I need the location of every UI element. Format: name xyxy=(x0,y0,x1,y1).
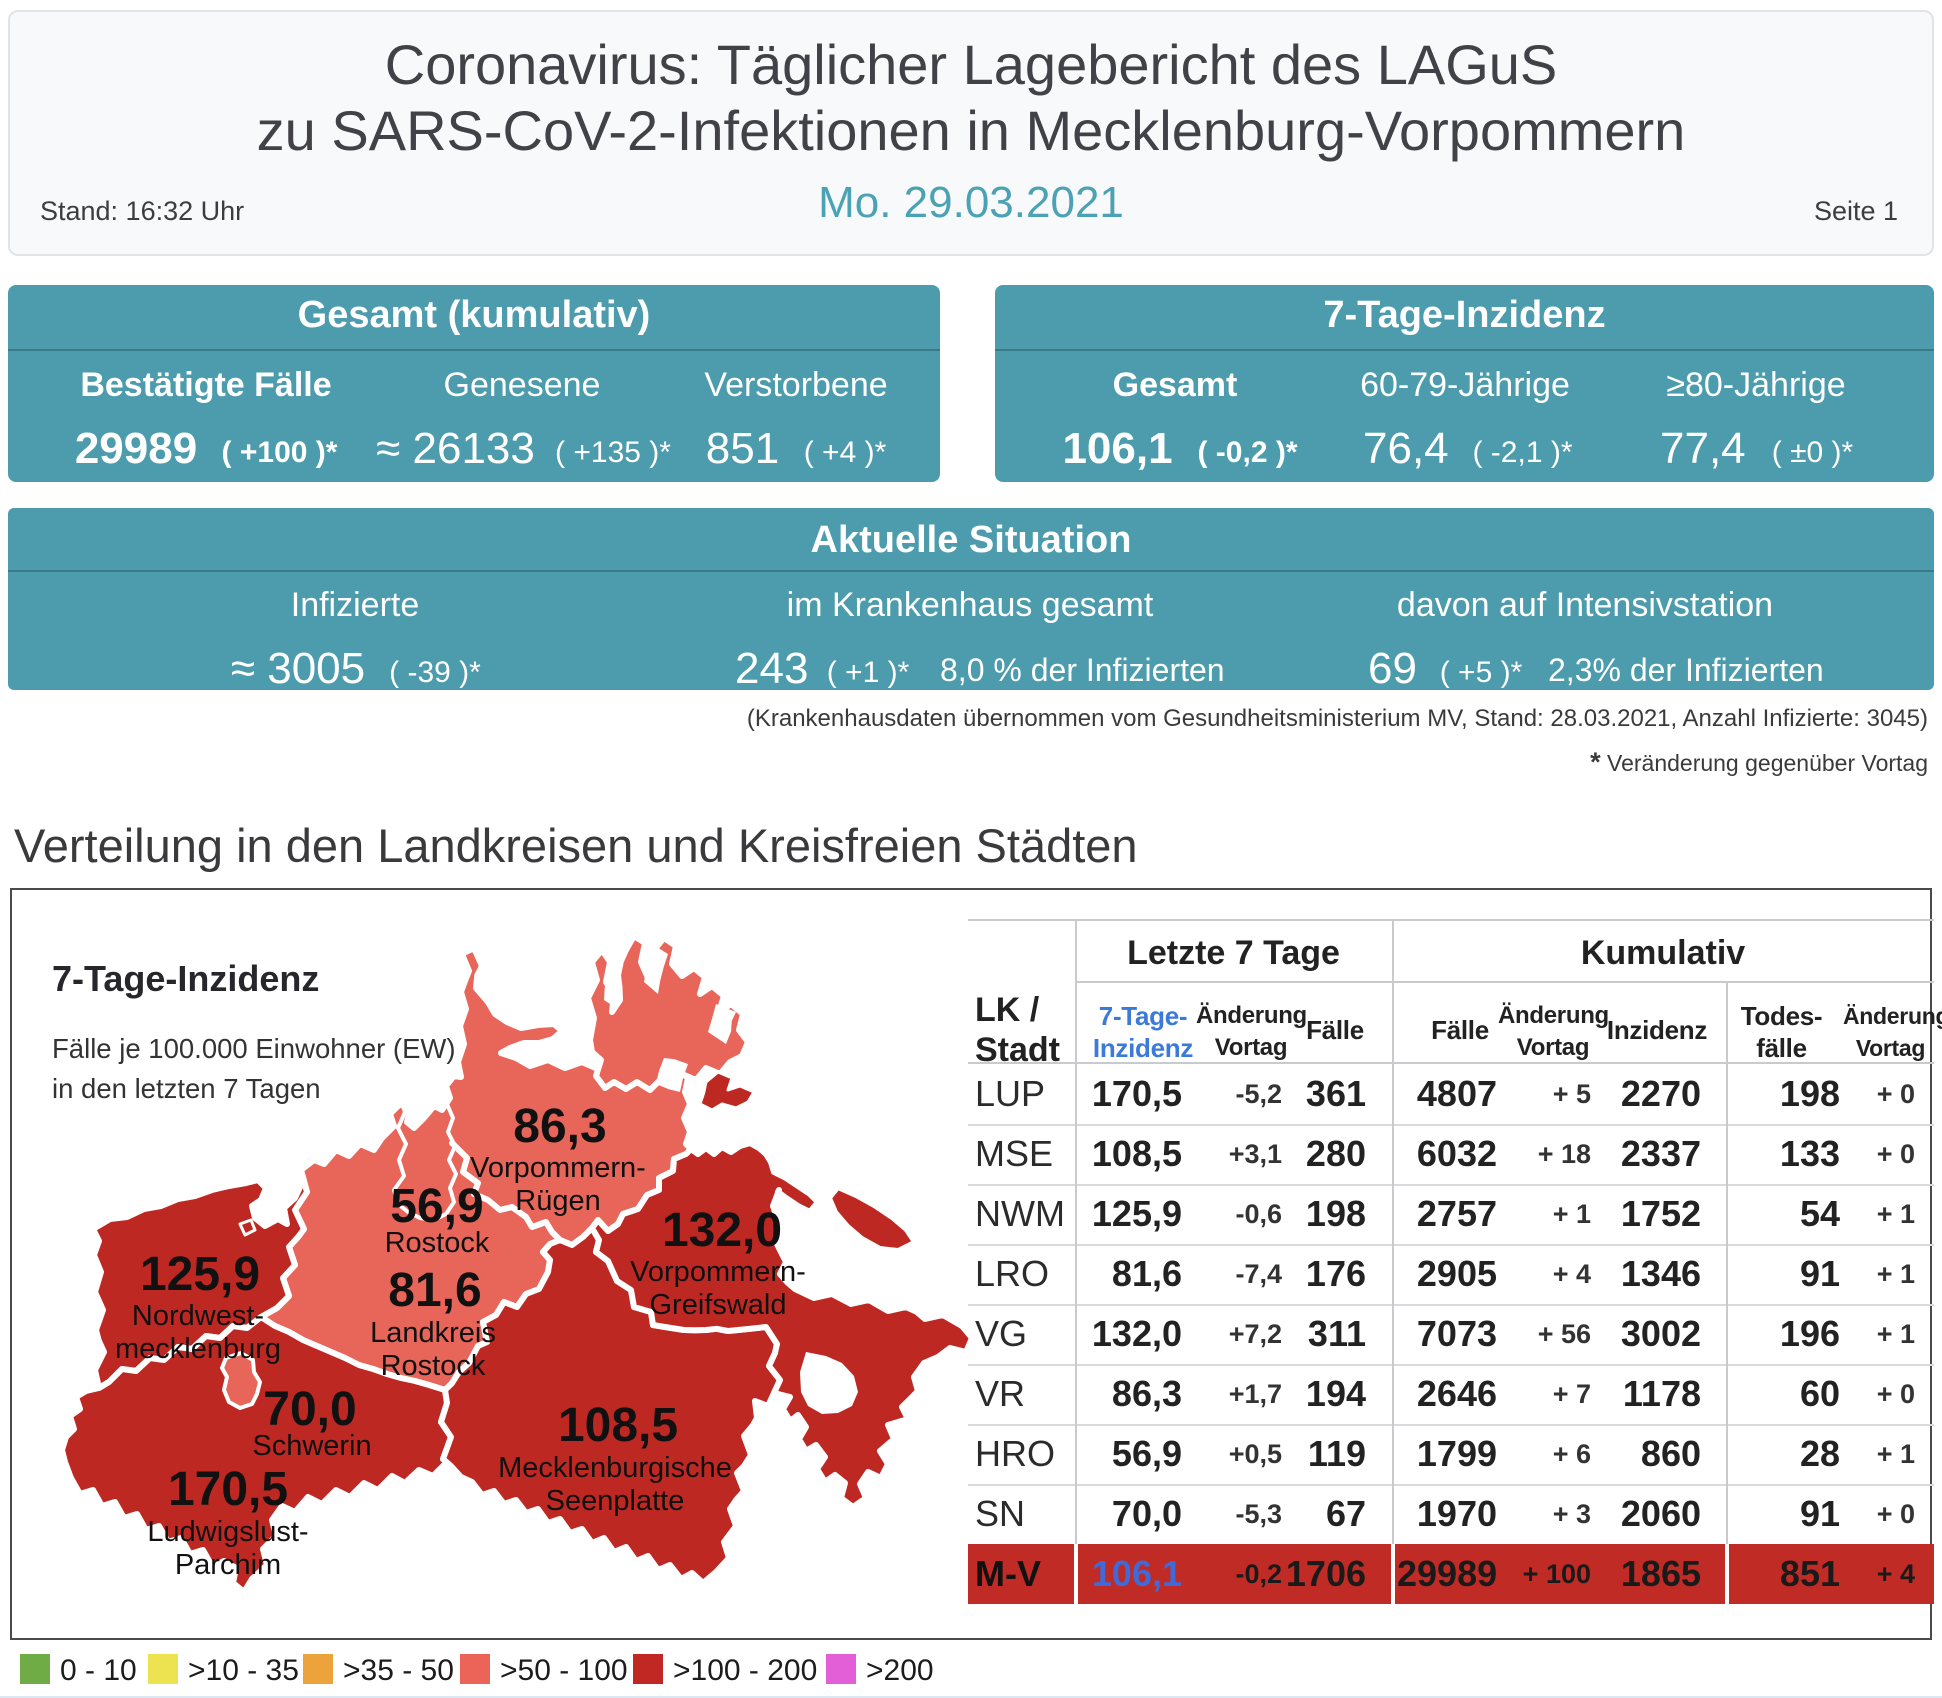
svg-text:Vorpommern-: Vorpommern- xyxy=(470,1152,646,1184)
svg-text:Landkreis: Landkreis xyxy=(370,1317,496,1349)
svg-text:Schwerin: Schwerin xyxy=(252,1430,371,1462)
svg-text:132,0: 132,0 xyxy=(662,1204,782,1257)
svg-text:Nordwest-: Nordwest- xyxy=(132,1300,264,1332)
svg-text:Vorpommern-: Vorpommern- xyxy=(630,1256,806,1288)
svg-text:86,3: 86,3 xyxy=(513,1100,606,1153)
svg-text:70,0: 70,0 xyxy=(263,1383,356,1436)
svg-text:170,5: 170,5 xyxy=(168,1463,288,1516)
svg-text:56,9: 56,9 xyxy=(390,1180,483,1233)
svg-text:Rostock: Rostock xyxy=(381,1350,486,1382)
svg-text:125,9: 125,9 xyxy=(140,1248,260,1301)
svg-text:81,6: 81,6 xyxy=(388,1264,481,1317)
svg-text:Rostock: Rostock xyxy=(385,1227,490,1259)
svg-text:108,5: 108,5 xyxy=(558,1399,678,1452)
svg-text:Parchim: Parchim xyxy=(175,1549,281,1581)
svg-text:Ludwigslust-: Ludwigslust- xyxy=(147,1516,308,1548)
svg-text:Seenplatte: Seenplatte xyxy=(546,1485,685,1517)
svg-text:Mecklenburgische: Mecklenburgische xyxy=(498,1452,732,1484)
svg-text:mecklenburg: mecklenburg xyxy=(115,1333,281,1365)
svg-text:Greifswald: Greifswald xyxy=(650,1289,787,1321)
svg-text:Rügen: Rügen xyxy=(515,1185,600,1217)
